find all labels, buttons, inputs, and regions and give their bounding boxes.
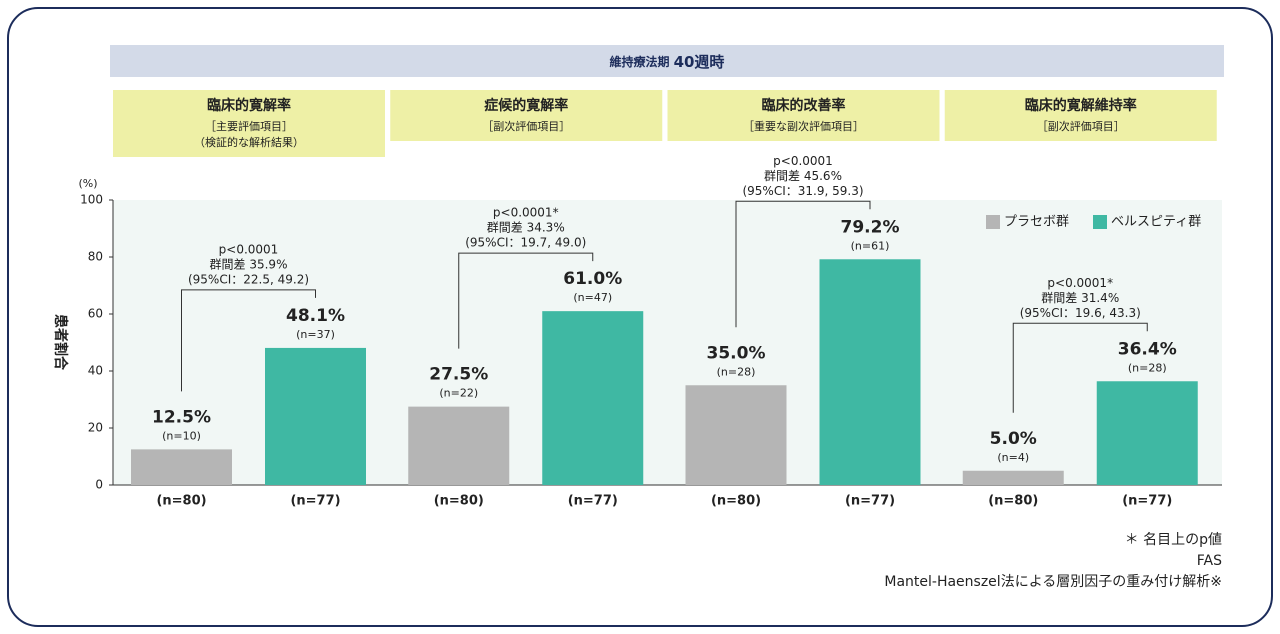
comparison-bracket: [181, 289, 316, 392]
comparison-bracket: [458, 252, 594, 349]
bar: [265, 347, 366, 485]
banner: [110, 45, 1224, 77]
annotation: (95%CI：31.9, 59.3): [742, 184, 863, 198]
annotation: p<0.0001*: [1047, 276, 1113, 290]
category-note: （検証的な解析結果）: [194, 135, 304, 149]
category-note: ［主要評価項目］: [205, 119, 293, 133]
banner-part: 維持療法期: [610, 54, 670, 69]
value-label: 61.0%: [563, 269, 622, 289]
value-label: 12.5%: [152, 407, 211, 427]
category-header: [390, 90, 663, 141]
count-label: (n=4): [997, 451, 1029, 464]
category-header: [113, 90, 385, 157]
count-label: (n=22): [439, 387, 478, 400]
count-label: (n=28): [1128, 361, 1167, 374]
category-title: 臨床的改善率: [762, 97, 846, 114]
y-tick-label: 100: [80, 193, 103, 207]
x-tick-label: (n=80): [711, 494, 761, 509]
y-tick-label: 60: [88, 307, 103, 321]
count-label: (n=37): [296, 328, 335, 341]
x-tick-label: (n=80): [434, 494, 484, 509]
annotation: p<0.0001: [773, 154, 833, 168]
bar: [131, 449, 232, 485]
category-title: 臨床的寛解維持率: [1025, 97, 1137, 114]
annotation: (95%CI：22.5, 49.2): [188, 272, 309, 286]
banner-title: 維持療法期 40週時: [610, 53, 725, 71]
legend-swatch: [986, 215, 1000, 229]
count-label: (n=10): [162, 429, 201, 442]
banner-part: 40週時: [674, 53, 725, 71]
legend-swatch: [1093, 215, 1107, 229]
x-tick-label: (n=77): [1122, 494, 1172, 509]
x-tick-label: (n=77): [845, 494, 895, 509]
value-label: 48.1%: [286, 306, 345, 326]
footnote: FAS: [1197, 553, 1222, 569]
y-tick-label: 20: [88, 421, 103, 435]
category-header: [667, 90, 940, 141]
annotation: p<0.0001: [219, 242, 279, 256]
bar: [542, 311, 644, 485]
x-tick-label: (n=77): [568, 494, 618, 509]
footnote: Mantel-Haenszel法による層別因子の重み付け解析※: [884, 574, 1222, 590]
annotation: 群間差 35.9%: [210, 257, 288, 271]
bar: [685, 385, 787, 485]
category-title: 症候的寛解率: [484, 97, 568, 114]
y-axis-label: 患者割合: [52, 314, 69, 371]
count-label: (n=28): [717, 365, 756, 378]
category-header: [944, 90, 1217, 141]
y-tick-label: 40: [88, 364, 103, 378]
category-title: 臨床的寛解率: [207, 97, 291, 114]
bar: [408, 406, 510, 485]
y-tick-label: 80: [88, 250, 103, 264]
annotation: 群間差 31.4%: [1041, 291, 1119, 305]
footnote: ＊ 名目上のp値: [1125, 532, 1222, 548]
legend-label: プラセボ群: [1004, 215, 1069, 230]
category-note: ［重要な副次評価項目］: [743, 119, 864, 133]
x-tick-label: (n=80): [988, 494, 1038, 509]
y-unit: (%): [78, 177, 97, 190]
value-label: 35.0%: [707, 343, 766, 363]
value-label: 36.4%: [1118, 339, 1177, 359]
comparison-bracket: [735, 200, 871, 328]
comparison-bracket: [1012, 322, 1148, 413]
count-label: (n=47): [573, 291, 612, 304]
category-note: ［副次評価項目］: [482, 119, 570, 133]
annotation: (95%CI：19.7, 49.0): [465, 236, 586, 250]
annotation: 群間差 45.6%: [764, 169, 842, 183]
legend-label: ベルスピティ群: [1111, 215, 1201, 230]
category-note: ［副次評価項目］: [1037, 119, 1125, 133]
x-tick-label: (n=80): [156, 494, 206, 509]
value-label: 5.0%: [990, 429, 1037, 449]
annotation: p<0.0001*: [493, 206, 559, 220]
y-tick-label: 0: [95, 478, 103, 492]
annotation: (95%CI：19.6, 43.3): [1020, 306, 1141, 320]
annotation: 群間差 34.3%: [487, 221, 565, 235]
bar: [1096, 381, 1198, 485]
value-label: 27.5%: [429, 365, 488, 385]
bar: [819, 259, 921, 485]
value-label: 79.2%: [841, 217, 900, 237]
bar: [962, 470, 1064, 485]
x-tick-label: (n=77): [290, 494, 340, 509]
count-label: (n=61): [851, 239, 890, 252]
